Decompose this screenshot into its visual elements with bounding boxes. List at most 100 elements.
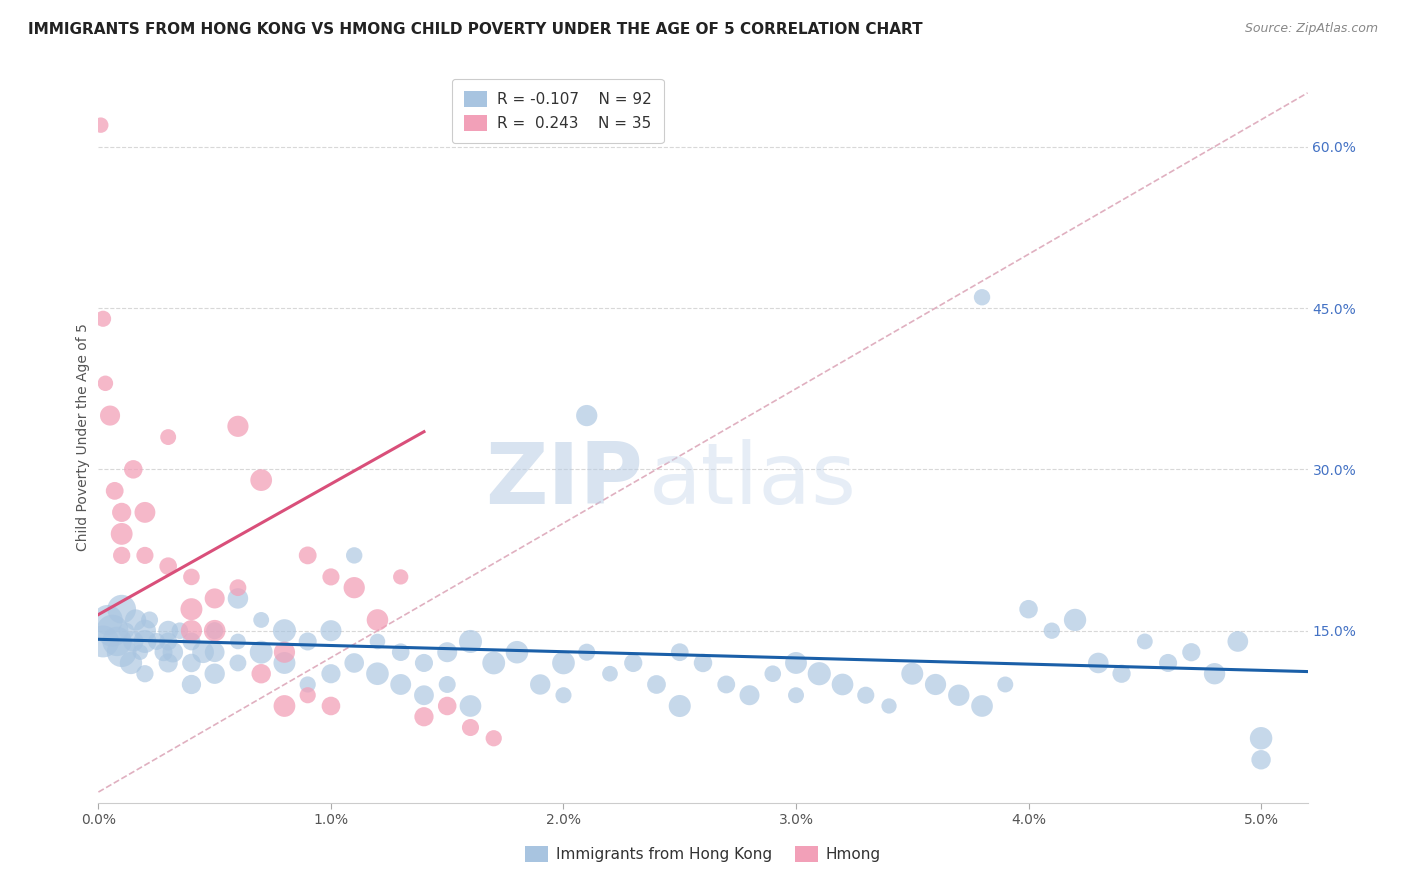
Point xyxy=(250,473,273,487)
Point xyxy=(762,666,785,681)
Point xyxy=(482,731,505,746)
Point xyxy=(1040,624,1063,638)
Point xyxy=(157,656,180,670)
Point xyxy=(162,645,184,659)
Point xyxy=(297,549,319,563)
Point xyxy=(180,634,202,648)
Point xyxy=(226,581,249,595)
Point xyxy=(226,656,249,670)
Point xyxy=(1018,602,1040,616)
Point xyxy=(101,624,124,638)
Point xyxy=(134,634,156,648)
Point xyxy=(134,624,156,638)
Point xyxy=(273,624,295,638)
Point xyxy=(250,645,273,659)
Point xyxy=(948,688,970,702)
Text: atlas: atlas xyxy=(648,440,856,523)
Point xyxy=(111,602,134,616)
Point xyxy=(145,634,167,648)
Point xyxy=(250,613,273,627)
Point xyxy=(436,645,458,659)
Point xyxy=(1226,634,1249,648)
Point xyxy=(692,656,714,670)
Y-axis label: Child Poverty Under the Age of 5: Child Poverty Under the Age of 5 xyxy=(76,323,90,551)
Legend: Immigrants from Hong Kong, Hmong: Immigrants from Hong Kong, Hmong xyxy=(519,840,887,868)
Point xyxy=(91,311,114,326)
Point xyxy=(389,645,412,659)
Point xyxy=(157,430,180,444)
Point xyxy=(460,634,482,648)
Point xyxy=(98,409,121,423)
Point xyxy=(621,656,644,670)
Point xyxy=(111,505,134,519)
Point xyxy=(204,666,226,681)
Point xyxy=(273,645,295,659)
Point xyxy=(204,624,226,638)
Point xyxy=(180,602,202,616)
Point xyxy=(901,666,924,681)
Point xyxy=(157,559,180,574)
Point xyxy=(738,688,761,702)
Point xyxy=(413,710,436,724)
Point xyxy=(436,698,458,713)
Point xyxy=(124,613,146,627)
Point xyxy=(553,688,575,702)
Point xyxy=(645,677,668,691)
Point xyxy=(105,634,128,648)
Point xyxy=(366,613,388,627)
Point xyxy=(1087,656,1109,670)
Point xyxy=(877,698,900,713)
Point xyxy=(91,634,114,648)
Point xyxy=(319,698,342,713)
Point xyxy=(191,645,214,659)
Point xyxy=(529,677,551,691)
Point xyxy=(157,634,180,648)
Point xyxy=(250,666,273,681)
Point xyxy=(180,656,202,670)
Point xyxy=(180,570,202,584)
Point xyxy=(506,645,529,659)
Point xyxy=(204,591,226,606)
Point xyxy=(1064,613,1087,627)
Point xyxy=(297,634,319,648)
Point xyxy=(389,677,412,691)
Point xyxy=(180,624,202,638)
Point xyxy=(297,677,319,691)
Point xyxy=(436,677,458,691)
Point xyxy=(319,666,342,681)
Point xyxy=(970,698,993,713)
Point xyxy=(226,419,249,434)
Point xyxy=(482,656,505,670)
Text: ZIP: ZIP xyxy=(485,440,643,523)
Point xyxy=(204,645,226,659)
Point xyxy=(273,698,295,713)
Point xyxy=(785,688,807,702)
Point xyxy=(111,645,134,659)
Point xyxy=(716,677,738,691)
Point xyxy=(97,613,120,627)
Point xyxy=(319,570,342,584)
Point xyxy=(970,290,993,304)
Point xyxy=(122,462,145,476)
Point xyxy=(111,527,134,541)
Point xyxy=(129,645,152,659)
Point xyxy=(553,656,575,670)
Point xyxy=(343,656,366,670)
Point xyxy=(460,721,482,735)
Point xyxy=(204,624,226,638)
Point xyxy=(319,624,342,638)
Point xyxy=(94,376,117,391)
Point xyxy=(413,656,436,670)
Point xyxy=(1111,666,1133,681)
Point xyxy=(180,677,202,691)
Point xyxy=(1180,645,1202,659)
Point xyxy=(122,634,145,648)
Point xyxy=(785,656,807,670)
Text: IMMIGRANTS FROM HONG KONG VS HMONG CHILD POVERTY UNDER THE AGE OF 5 CORRELATION : IMMIGRANTS FROM HONG KONG VS HMONG CHILD… xyxy=(28,22,922,37)
Point xyxy=(575,409,598,423)
Point xyxy=(343,581,366,595)
Point xyxy=(366,666,388,681)
Point xyxy=(169,624,191,638)
Point xyxy=(1250,753,1272,767)
Point xyxy=(134,549,156,563)
